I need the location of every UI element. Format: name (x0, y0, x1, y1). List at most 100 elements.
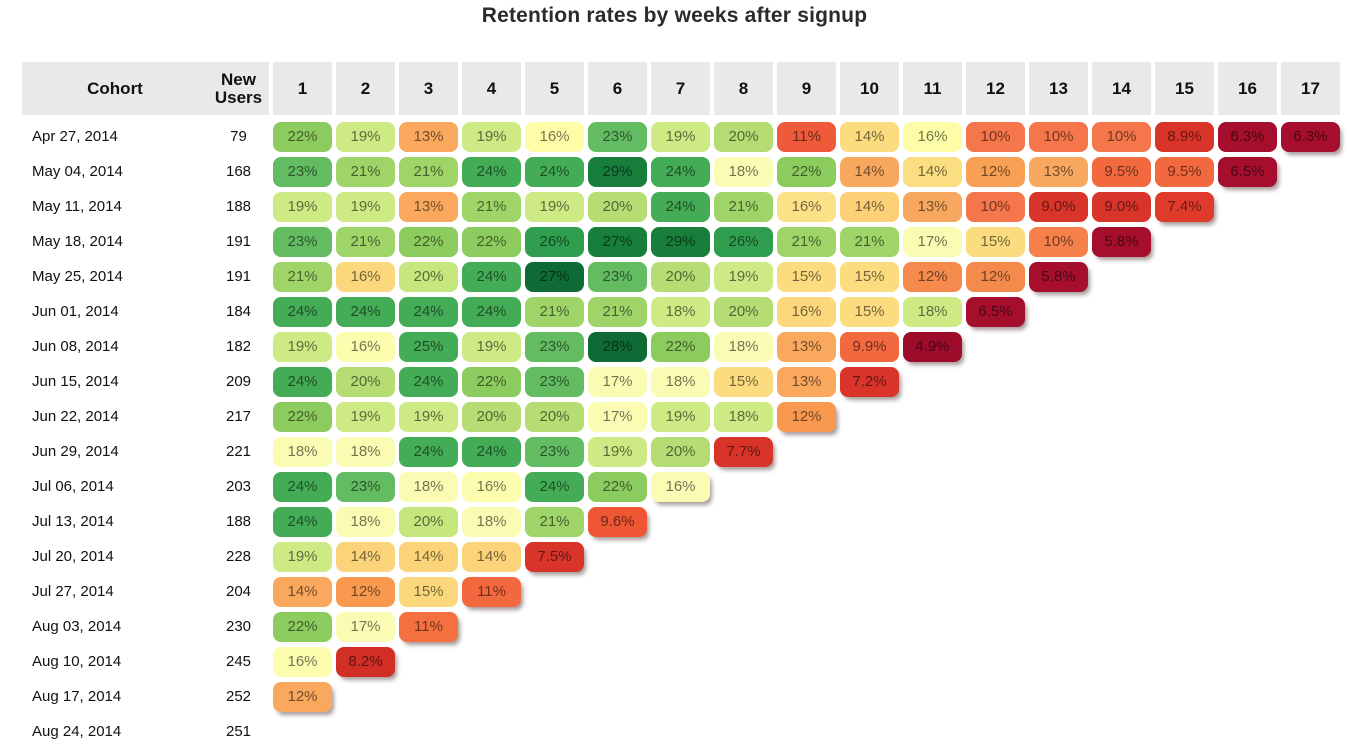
new-users-cell: 209 (208, 364, 269, 399)
week-10-slot: 14% (836, 119, 899, 154)
retention-cell: 24% (525, 156, 584, 187)
retention-cell: 17% (903, 226, 962, 257)
cohort-label: May 11, 2014 (32, 198, 122, 215)
header-cell-label: 17 (1281, 62, 1340, 115)
week-2-slot: 8.2% (332, 644, 395, 679)
cohort-cell: Aug 03, 2014 (22, 609, 208, 644)
week-4-slot: 16% (458, 469, 521, 504)
retention-cell: 7.2% (840, 366, 899, 397)
week-4-slot: 24% (458, 434, 521, 469)
week-7-slot: 22% (647, 329, 710, 364)
table-row: Jun 01, 2014 184 24% 24% 24% 24% 21% 21% 18% 20% 1… (22, 294, 1340, 329)
retention-cell: 22% (588, 471, 647, 502)
week-8-slot: 20% (710, 119, 773, 154)
week-4-slot: 21% (458, 189, 521, 224)
retention-cell: 12% (966, 261, 1025, 292)
retention-cell: 27% (525, 261, 584, 292)
cohort-label: Jun 29, 2014 (32, 443, 119, 460)
week-3-slot: 20% (395, 504, 458, 539)
week-2-slot: 19% (332, 189, 395, 224)
week-10-slot: 15% (836, 294, 899, 329)
retention-cell: 24% (525, 471, 584, 502)
week-5-slot: 20% (521, 399, 584, 434)
week-1-slot: 21% (269, 259, 332, 294)
retention-cell: 6.3% (1281, 121, 1340, 152)
retention-cell: 19% (462, 331, 521, 362)
week-10-slot: 9.9% (836, 329, 899, 364)
table-row: Aug 17, 2014 252 12% (22, 679, 1340, 714)
table-row: Aug 03, 2014 230 22% 17% 11% (22, 609, 1340, 644)
week-6-slot: 17% (584, 399, 647, 434)
header-week-5: 5 (521, 62, 584, 115)
retention-cell: 12% (336, 576, 395, 607)
retention-cell: 14% (840, 191, 899, 222)
cohort-label: Jul 20, 2014 (32, 548, 114, 565)
new-users-cell: 79 (208, 119, 269, 154)
week-3-slot: 18% (395, 469, 458, 504)
week-5-slot: 24% (521, 469, 584, 504)
new-users-cell: 204 (208, 574, 269, 609)
cohort-cell: Aug 10, 2014 (22, 644, 208, 679)
cohort-label: May 18, 2014 (32, 233, 123, 250)
week-4-slot: 22% (458, 364, 521, 399)
table-row: Jun 22, 2014 217 22% 19% 19% 20% 20% 17% 19% 18% 1… (22, 399, 1340, 434)
retention-cell: 11% (462, 576, 521, 607)
retention-cell: 19% (651, 401, 710, 432)
new-users-value: 188 (225, 198, 252, 215)
retention-cell: 21% (588, 296, 647, 327)
week-9-slot: 15% (773, 259, 836, 294)
retention-table: Cohort New Users 1 2 3 4 5 6 7 8 9 10 11 12 13 14 15 16 17… (22, 62, 1340, 749)
retention-cell: 23% (273, 226, 332, 257)
header-week-9: 9 (773, 62, 836, 115)
header-cell-label: 9 (777, 62, 836, 115)
new-users-value: 217 (225, 408, 252, 425)
week-4-slot: 24% (458, 154, 521, 189)
retention-cell: 9.5% (1155, 156, 1214, 187)
retention-cell: 24% (399, 366, 458, 397)
header-cell-label: 14 (1092, 62, 1151, 115)
new-users-value: 191 (225, 233, 252, 250)
retention-cell: 19% (588, 436, 647, 467)
week-1-slot: 23% (269, 154, 332, 189)
cohort-label: Jun 22, 2014 (32, 408, 119, 425)
retention-cell: 20% (399, 506, 458, 537)
week-6-slot: 28% (584, 329, 647, 364)
week-7-slot: 24% (647, 189, 710, 224)
retention-cell: 19% (336, 191, 395, 222)
retention-cell: 18% (336, 506, 395, 537)
retention-cell: 17% (336, 611, 395, 642)
retention-cell: 19% (525, 191, 584, 222)
retention-cell: 23% (588, 121, 647, 152)
week-3-slot: 25% (395, 329, 458, 364)
week-16-slot: 6.3% (1214, 119, 1277, 154)
retention-cell: 19% (273, 331, 332, 362)
retention-cell: 22% (777, 156, 836, 187)
week-15-slot: 9.5% (1151, 154, 1214, 189)
header-week-8: 8 (710, 62, 773, 115)
new-users-cell: 245 (208, 644, 269, 679)
table-row: Jun 29, 2014 221 18% 18% 24% 24% 23% 19% 20% 7.7% (22, 434, 1340, 469)
retention-cell: 9.9% (840, 331, 899, 362)
week-1-slot: 19% (269, 329, 332, 364)
week-13-slot: 10% (1025, 224, 1088, 259)
week-6-slot: 27% (584, 224, 647, 259)
cohort-label: Aug 10, 2014 (32, 653, 122, 670)
week-9-slot: 21% (773, 224, 836, 259)
retention-cell: 22% (273, 121, 332, 152)
week-13-slot: 13% (1025, 154, 1088, 189)
new-users-value: 188 (225, 513, 252, 530)
week-7-slot: 18% (647, 294, 710, 329)
retention-cell: 24% (399, 296, 458, 327)
retention-cell: 16% (903, 121, 962, 152)
cohort-cell: Jun 08, 2014 (22, 329, 208, 364)
cohort-cell: Aug 17, 2014 (22, 679, 208, 714)
retention-cell: 24% (462, 296, 521, 327)
retention-cell: 6.5% (1218, 156, 1277, 187)
cohort-label: Jun 08, 2014 (32, 338, 119, 355)
retention-cell: 29% (651, 226, 710, 257)
retention-cell: 21% (336, 156, 395, 187)
retention-cell: 24% (336, 296, 395, 327)
week-11-slot: 12% (899, 259, 962, 294)
table-row: Jun 15, 2014 209 24% 20% 24% 22% 23% 17% 18% 15% 1… (22, 364, 1340, 399)
